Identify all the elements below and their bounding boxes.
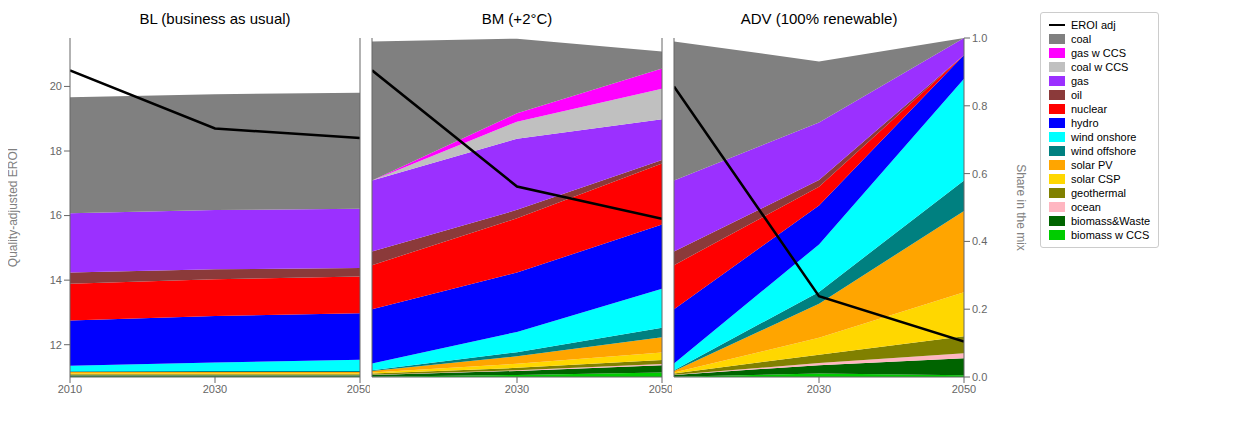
svg-text:0.8: 0.8 <box>972 100 987 112</box>
svg-text:Quality-adjusted EROI: Quality-adjusted EROI <box>8 148 20 267</box>
svg-text:Share in the mix: Share in the mix <box>1014 164 1028 251</box>
svg-text:0.6: 0.6 <box>972 168 987 180</box>
html-text:BM (+2°C): BM (+2°C) <box>481 10 553 27</box>
html-text:ADV (100% renewable): ADV (100% renewable) <box>740 10 898 27</box>
svg-text:0.0: 0.0 <box>972 371 987 383</box>
html-text:solar PV: solar PV <box>1071 159 1113 171</box>
svg-text:0.4: 0.4 <box>972 235 987 247</box>
svg-text:0.2: 0.2 <box>972 303 987 315</box>
svg-text:2030: 2030 <box>807 383 831 395</box>
html-text:nuclear: nuclear <box>1071 103 1108 115</box>
html-text:solar CSP: solar CSP <box>1071 173 1121 185</box>
html-text:oil: oil <box>1071 89 1082 101</box>
svg-text:2030: 2030 <box>505 383 529 395</box>
html-text:BL (business as usual): BL (business as usual) <box>139 10 291 27</box>
html-text:coal: coal <box>1071 33 1092 45</box>
svg-text:2050: 2050 <box>952 383 976 395</box>
svg-text:20: 20 <box>50 80 62 92</box>
svg-text:14: 14 <box>50 274 62 286</box>
svg-text:2010: 2010 <box>58 383 82 395</box>
html-text:EROI adj: EROI adj <box>1071 19 1116 31</box>
svg-text:16: 16 <box>50 209 62 221</box>
html-text:coal w CCS: coal w CCS <box>1071 61 1129 73</box>
svg-text:2030: 2030 <box>203 383 227 395</box>
html-text:wind offshore: wind offshore <box>1071 145 1137 157</box>
svg-text:18: 18 <box>50 145 62 157</box>
html-text:biomass w CCS: biomass w CCS <box>1071 229 1150 241</box>
svg-text:2050: 2050 <box>347 383 370 395</box>
html-text:geothermal: geothermal <box>1071 187 1126 199</box>
html-text:gas w CCS: gas w CCS <box>1071 47 1126 59</box>
svg-text:12: 12 <box>50 339 62 351</box>
html-text:ocean: ocean <box>1071 201 1101 213</box>
svg-text:1.0: 1.0 <box>972 32 987 44</box>
html-text:hydro: hydro <box>1071 117 1099 129</box>
html-text:gas: gas <box>1071 75 1089 87</box>
html-text:wind onshore: wind onshore <box>1071 131 1137 143</box>
svg-text:2050: 2050 <box>649 383 672 395</box>
html-text:biomass&Waste: biomass&Waste <box>1071 215 1151 227</box>
